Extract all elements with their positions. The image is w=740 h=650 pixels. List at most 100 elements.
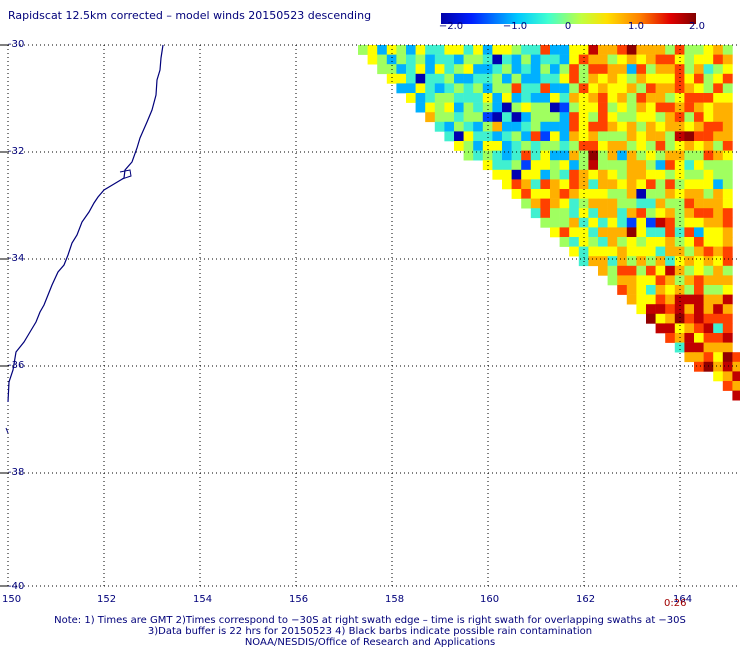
swath-cell bbox=[588, 198, 599, 209]
lat-label-34: -34 bbox=[8, 253, 25, 264]
swath-cell bbox=[473, 141, 484, 151]
swath-cell bbox=[578, 179, 589, 190]
swath-cell bbox=[626, 112, 637, 123]
swath-cell bbox=[655, 265, 666, 276]
swath-cell bbox=[540, 150, 551, 161]
swath-cell bbox=[665, 333, 676, 343]
swath-cell bbox=[569, 198, 580, 209]
swath-cell bbox=[377, 64, 388, 75]
swath-cell bbox=[415, 64, 426, 75]
swath-cell bbox=[655, 198, 666, 209]
swath-cell bbox=[722, 112, 733, 123]
lat-label-36: -36 bbox=[8, 360, 25, 371]
swath-cell bbox=[617, 54, 628, 65]
swath-cell bbox=[674, 83, 685, 94]
swath-cell bbox=[646, 102, 656, 113]
swath-cell bbox=[722, 189, 733, 199]
swath-cell bbox=[617, 169, 628, 180]
swath-cell bbox=[386, 73, 397, 84]
swath-cell bbox=[578, 217, 589, 228]
swath-cell bbox=[511, 160, 522, 171]
swath-cell bbox=[367, 45, 378, 55]
swath-cell bbox=[655, 275, 666, 286]
swath-cells bbox=[358, 45, 740, 401]
swath-cell bbox=[636, 285, 647, 295]
swath-cell bbox=[626, 45, 637, 55]
swath-cell bbox=[588, 141, 599, 151]
swath-cell bbox=[482, 121, 493, 132]
swath-cell bbox=[521, 83, 532, 94]
swath-cell bbox=[473, 73, 484, 84]
graticule bbox=[0, 44, 740, 587]
swath-cell bbox=[703, 256, 714, 267]
swath-cell bbox=[530, 160, 541, 171]
swath-cell bbox=[684, 189, 695, 199]
swath-cell bbox=[540, 54, 551, 65]
swath-cell bbox=[540, 121, 551, 132]
swath-cell bbox=[722, 150, 733, 161]
swath-cell bbox=[703, 150, 714, 161]
swath-cell bbox=[674, 102, 685, 113]
swath-cell bbox=[703, 208, 714, 219]
swath-cell bbox=[425, 73, 436, 84]
colorbar bbox=[441, 9, 696, 24]
swath-cell bbox=[434, 83, 445, 94]
swath-cell bbox=[684, 131, 695, 142]
swath-cell bbox=[607, 102, 618, 113]
swath-cell bbox=[444, 54, 455, 65]
swath-cell bbox=[617, 189, 628, 199]
swath-cell bbox=[482, 83, 493, 94]
swath-cell bbox=[492, 131, 503, 142]
swath-cell bbox=[646, 169, 656, 180]
swath-cell bbox=[463, 121, 474, 132]
swath-cell bbox=[454, 102, 464, 113]
swath-cell bbox=[444, 112, 455, 123]
swath-cell bbox=[617, 217, 628, 228]
swath-cell bbox=[434, 102, 445, 113]
swath-cell bbox=[694, 313, 704, 324]
swath-cell bbox=[713, 313, 724, 324]
swath-cell bbox=[434, 93, 445, 103]
swath-cell bbox=[569, 179, 580, 190]
swath-cell bbox=[598, 150, 608, 161]
swath-cell bbox=[463, 54, 474, 65]
swath-cell bbox=[646, 54, 656, 65]
swath-cell bbox=[550, 54, 560, 65]
swath-cell bbox=[396, 64, 407, 75]
swath-cell bbox=[722, 352, 733, 363]
swath-cell bbox=[406, 83, 416, 94]
swath-cell bbox=[703, 313, 714, 324]
swath-cell bbox=[646, 237, 656, 247]
swath-cell bbox=[713, 198, 724, 209]
swath-cell bbox=[655, 141, 666, 151]
swath-cell bbox=[502, 160, 512, 171]
lat-label-32: -32 bbox=[8, 146, 25, 157]
swath-cell bbox=[415, 45, 426, 55]
swath-cell bbox=[550, 198, 560, 209]
swath-cell bbox=[674, 246, 685, 257]
swath-cell bbox=[713, 160, 724, 171]
swath-cell bbox=[636, 121, 647, 132]
swath-cell bbox=[665, 217, 676, 228]
swath-cell bbox=[502, 150, 512, 161]
swath-cell bbox=[617, 246, 628, 257]
swath-cell bbox=[655, 64, 666, 75]
swath-cell bbox=[655, 169, 666, 180]
swath-cell bbox=[694, 45, 704, 55]
swath-cell bbox=[492, 121, 503, 132]
swath-cell bbox=[703, 352, 714, 363]
swath-cell bbox=[722, 371, 733, 382]
swath-cell bbox=[530, 150, 541, 161]
swath-cell bbox=[646, 45, 656, 55]
swath-cell bbox=[646, 246, 656, 257]
swath-cell bbox=[646, 179, 656, 190]
swath-cell bbox=[617, 141, 628, 151]
swath-cell bbox=[530, 54, 541, 65]
swath-cell bbox=[607, 73, 618, 84]
swath-cell bbox=[722, 342, 733, 353]
swath-cell bbox=[713, 237, 724, 247]
swath-cell bbox=[492, 160, 503, 171]
swath-cell bbox=[722, 237, 733, 247]
swath-cell bbox=[521, 169, 532, 180]
swath-cell bbox=[684, 141, 695, 151]
